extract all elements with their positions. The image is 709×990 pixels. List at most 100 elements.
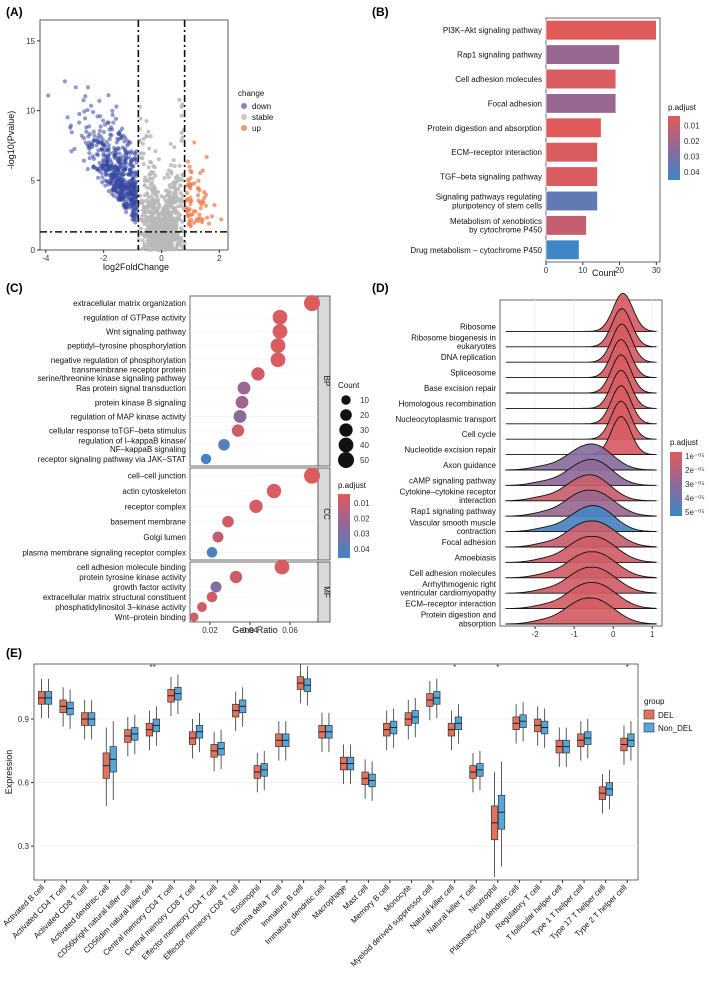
ridge-density — [505, 520, 657, 548]
down-point — [97, 98, 102, 104]
up-point — [187, 164, 192, 169]
term-dot — [210, 581, 222, 593]
stable-point — [164, 223, 169, 228]
size-legend-dot — [338, 437, 354, 453]
legend-tick-label: 0.03 — [684, 153, 700, 162]
legend-swatch — [241, 103, 247, 109]
stable-point — [148, 176, 153, 181]
x-tick-label: -2 — [100, 254, 108, 263]
down-point — [113, 116, 119, 121]
down-point — [84, 129, 89, 134]
up-point — [188, 217, 194, 223]
stable-point — [179, 113, 184, 118]
term-label: plasma membrane signaling receptor compl… — [22, 548, 186, 557]
down-point — [69, 149, 74, 154]
term-label: regulation of GTPase activity — [84, 313, 186, 322]
stable-point — [151, 197, 156, 202]
bar — [545, 44, 620, 65]
term-label: Ras protein signal transduction — [76, 384, 186, 393]
down-point — [90, 144, 95, 149]
up-point — [185, 207, 190, 212]
down-point — [123, 148, 128, 153]
down-point — [118, 164, 123, 169]
size-legend-label: 30 — [360, 426, 369, 435]
down-point — [103, 172, 108, 177]
down-point — [132, 183, 137, 188]
down-point — [91, 129, 96, 134]
down-point — [131, 215, 136, 220]
down-point — [85, 166, 90, 172]
y-tick-label: 10 — [26, 107, 35, 116]
up-point — [184, 191, 190, 196]
term-dot — [251, 367, 265, 381]
x-tick-label: -4 — [42, 254, 50, 263]
ridge-label: Nucleocytoplasmic transport — [396, 415, 497, 424]
ridge-label: DNA replication — [441, 353, 496, 362]
stable-point — [141, 204, 146, 209]
down-point — [115, 136, 120, 141]
ridge-label: Cytokine–cytokine receptor interaction — [400, 488, 497, 506]
down-point — [95, 175, 101, 180]
legend-tick-label: 0.02 — [354, 514, 370, 523]
up-point — [199, 220, 205, 225]
term-dot — [249, 499, 263, 513]
y-tick-label: 0.9 — [18, 715, 30, 724]
ridge-density — [505, 458, 657, 486]
down-point — [115, 189, 120, 195]
term-label: Wnt–protein binding — [115, 613, 186, 622]
term-label: Golgi lumen — [143, 533, 186, 542]
term-label: extracellular matrix organization — [73, 299, 186, 308]
term-label: phosphatidylinositol 3–kinase activity — [55, 603, 186, 612]
size-legend-dot — [337, 451, 355, 469]
down-point — [69, 130, 74, 135]
x-tick-label: -1 — [571, 630, 579, 639]
stable-point — [145, 185, 150, 190]
x-tick-label: 0 — [611, 630, 616, 639]
ridge-density — [505, 582, 657, 610]
up-point — [188, 201, 193, 207]
down-point — [83, 116, 88, 121]
down-point — [105, 179, 111, 184]
down-point — [118, 190, 123, 195]
bar — [545, 142, 598, 163]
legend-tick-label: 1e⁻⁰⁵ — [685, 452, 705, 461]
stable-point — [150, 240, 155, 245]
stable-point — [139, 200, 144, 205]
up-point — [189, 198, 194, 203]
down-point — [97, 160, 102, 166]
up-point — [188, 212, 194, 217]
down-point — [92, 133, 97, 138]
stable-point — [177, 217, 182, 222]
up-point — [188, 186, 193, 191]
up-point — [186, 221, 191, 226]
term-dot — [272, 324, 288, 339]
down-point — [126, 205, 131, 210]
stable-point — [173, 200, 178, 205]
down-point — [129, 149, 134, 154]
down-point — [110, 108, 115, 113]
down-point — [126, 155, 132, 160]
down-point — [90, 154, 95, 159]
stable-point — [178, 183, 183, 188]
stable-point — [141, 151, 146, 156]
y-tick-label: 0 — [31, 246, 36, 255]
down-point — [81, 136, 87, 141]
stable-point — [165, 172, 170, 177]
term-dot — [218, 438, 230, 451]
down-point — [133, 180, 139, 185]
up-point — [188, 168, 193, 174]
stable-point — [179, 130, 184, 135]
plot-area — [33, 663, 639, 881]
term-label: regulation of MAP kinase activity — [71, 412, 186, 421]
down-point — [100, 118, 106, 123]
term-dot — [206, 547, 218, 558]
down-point — [91, 110, 96, 115]
down-point — [106, 167, 111, 172]
size-legend-label: 10 — [360, 396, 369, 405]
x-axis-label: Count — [592, 268, 617, 278]
stable-point — [172, 182, 177, 187]
category-label: Drug metabolism – cytochrome P450 — [410, 246, 542, 255]
stable-point — [169, 201, 174, 206]
change-legend: change down stable up — [238, 89, 274, 133]
